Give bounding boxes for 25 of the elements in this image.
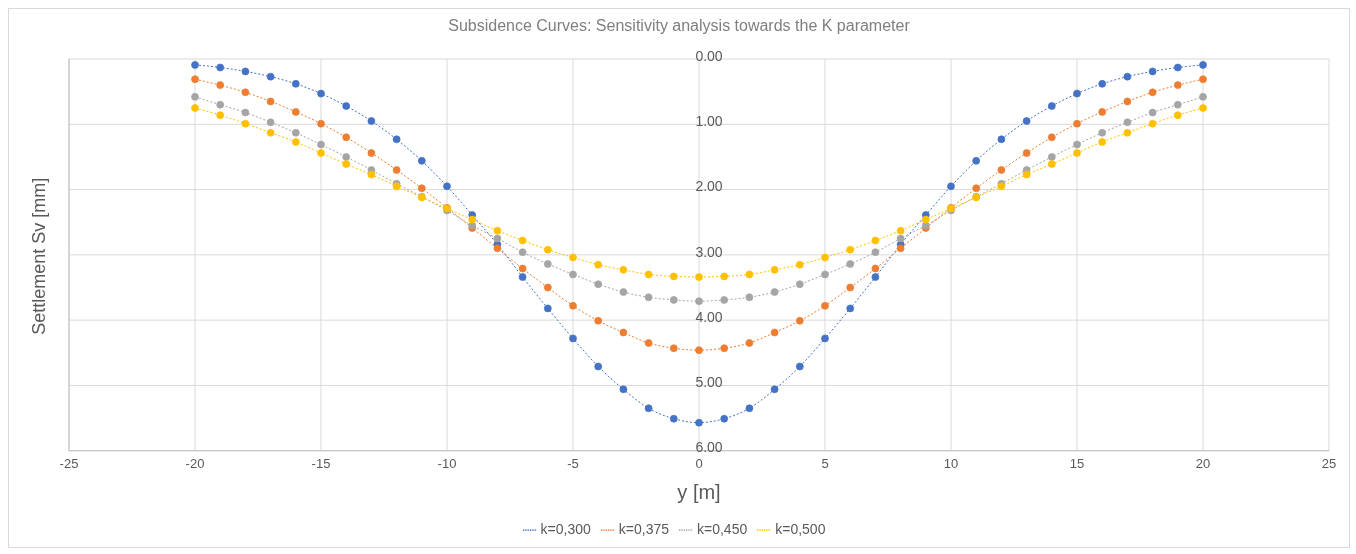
y-tick-label: 6.00 bbox=[695, 439, 723, 456]
y-tick-label: 4.00 bbox=[695, 308, 723, 325]
x-tick-label: -5 bbox=[567, 455, 579, 471]
x-tick-label: 5 bbox=[821, 455, 829, 471]
x-tick-label: -20 bbox=[185, 455, 205, 471]
y-tick-label: 5.00 bbox=[695, 374, 723, 391]
y-tick-label: 0.00 bbox=[695, 47, 723, 64]
legend-label: k=0,300 bbox=[540, 520, 591, 537]
x-tick-label: 10 bbox=[943, 455, 959, 471]
x-axis-title: y [m] bbox=[677, 480, 721, 503]
x-tick-label: -25 bbox=[59, 455, 79, 471]
y-tick-label: 1.00 bbox=[695, 112, 723, 129]
chart-title: Subsidence Curves: Sensitivity analysis towards the K parameter bbox=[447, 17, 911, 35]
x-tick-label: 15 bbox=[1069, 455, 1085, 471]
legend-label: k=0,375 bbox=[618, 520, 669, 537]
x-tick-label: 25 bbox=[1321, 455, 1337, 471]
x-tick-label: -15 bbox=[311, 455, 331, 471]
legend-label: k=0,500 bbox=[775, 520, 826, 537]
x-tick-label: -10 bbox=[437, 455, 457, 471]
x-tick-label: 20 bbox=[1195, 455, 1211, 471]
y-tick-label: 2.00 bbox=[695, 178, 723, 195]
y-axis-title: Settlement Sv [mm] bbox=[29, 177, 50, 335]
x-tick-label: 0 bbox=[695, 455, 703, 471]
y-tick-label: 3.00 bbox=[695, 243, 723, 260]
legend-label: k=0,450 bbox=[697, 520, 748, 537]
